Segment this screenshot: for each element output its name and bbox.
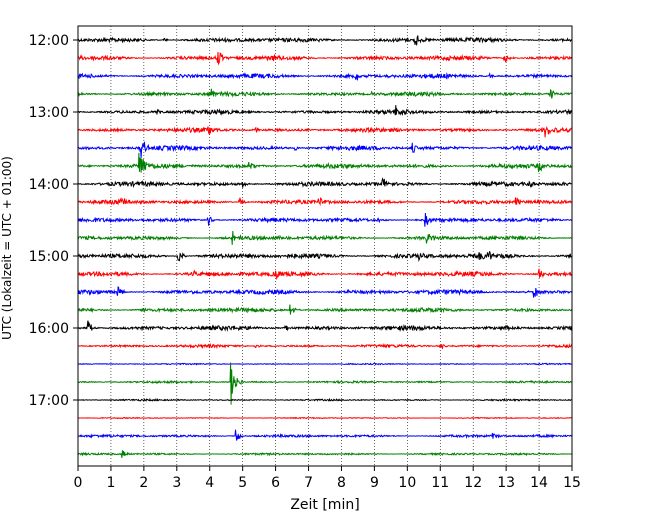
trace-row-20 bbox=[77, 397, 573, 402]
x-tick-label-14: 14 bbox=[530, 475, 548, 491]
trace-row-21 bbox=[77, 416, 573, 420]
y-tick-label-3: 15:00 bbox=[29, 249, 69, 265]
x-tick-label-10: 10 bbox=[398, 475, 416, 491]
trace-row-15 bbox=[77, 304, 573, 315]
trace-row-19 bbox=[77, 362, 573, 405]
x-tick-label-9: 9 bbox=[370, 475, 379, 491]
x-tick-label-6: 6 bbox=[271, 475, 280, 491]
trace-row-17 bbox=[77, 342, 573, 350]
x-tick-label-7: 7 bbox=[304, 475, 313, 491]
trace-row-16 bbox=[77, 320, 573, 332]
trace-row-9 bbox=[77, 197, 573, 207]
x-tick-label-12: 12 bbox=[464, 475, 482, 491]
trace-row-10 bbox=[77, 212, 573, 227]
y-tick-label-5: 17:00 bbox=[29, 393, 69, 409]
trace-row-11 bbox=[77, 230, 573, 245]
x-tick-label-5: 5 bbox=[238, 475, 247, 491]
x-tick-label-2: 2 bbox=[139, 475, 148, 491]
grid-lines bbox=[110, 26, 540, 466]
x-axis-label: Zeit [min] bbox=[290, 497, 359, 513]
trace-row-0 bbox=[77, 35, 573, 46]
trace-row-8 bbox=[77, 177, 573, 189]
trace-row-12 bbox=[77, 251, 573, 262]
trace-row-22 bbox=[77, 429, 573, 441]
x-axis-ticks: 0 1 2 3 4 5 6 7 8 9 10 11 12 13 14 15 bbox=[74, 466, 581, 491]
seismogram-traces bbox=[77, 35, 573, 459]
trace-row-7 bbox=[77, 152, 573, 173]
trace-row-5 bbox=[77, 125, 573, 138]
y-axis-label: UTC (Lokalzeit = UTC + 01:00) bbox=[0, 156, 14, 340]
x-tick-label-4: 4 bbox=[205, 475, 214, 491]
plot-frame bbox=[77, 25, 573, 467]
y-tick-label-4: 16:00 bbox=[29, 321, 69, 337]
y-tick-label-1: 13:00 bbox=[29, 105, 69, 121]
trace-row-6 bbox=[77, 141, 573, 159]
y-tick-label-0: 12:00 bbox=[29, 33, 69, 49]
x-tick-label-1: 1 bbox=[106, 475, 115, 491]
trace-row-14 bbox=[77, 286, 573, 298]
trace-row-13 bbox=[77, 268, 573, 281]
x-tick-label-15: 15 bbox=[563, 475, 581, 491]
trace-row-23 bbox=[77, 450, 572, 459]
trace-row-2 bbox=[77, 71, 573, 81]
trace-row-3 bbox=[77, 88, 573, 99]
y-tick-label-2: 14:00 bbox=[29, 177, 69, 193]
trace-row-18 bbox=[78, 362, 573, 366]
x-tick-label-3: 3 bbox=[172, 475, 181, 491]
x-tick-label-11: 11 bbox=[431, 475, 449, 491]
x-tick-label-0: 0 bbox=[74, 475, 83, 491]
trace-row-4 bbox=[77, 105, 573, 117]
y-axis-ticks: 12:00 13:00 14:00 15:00 16:00 17:00 bbox=[29, 33, 78, 409]
x-tick-label-13: 13 bbox=[497, 475, 515, 491]
x-tick-label-8: 8 bbox=[337, 475, 346, 491]
trace-row-1 bbox=[77, 51, 573, 66]
